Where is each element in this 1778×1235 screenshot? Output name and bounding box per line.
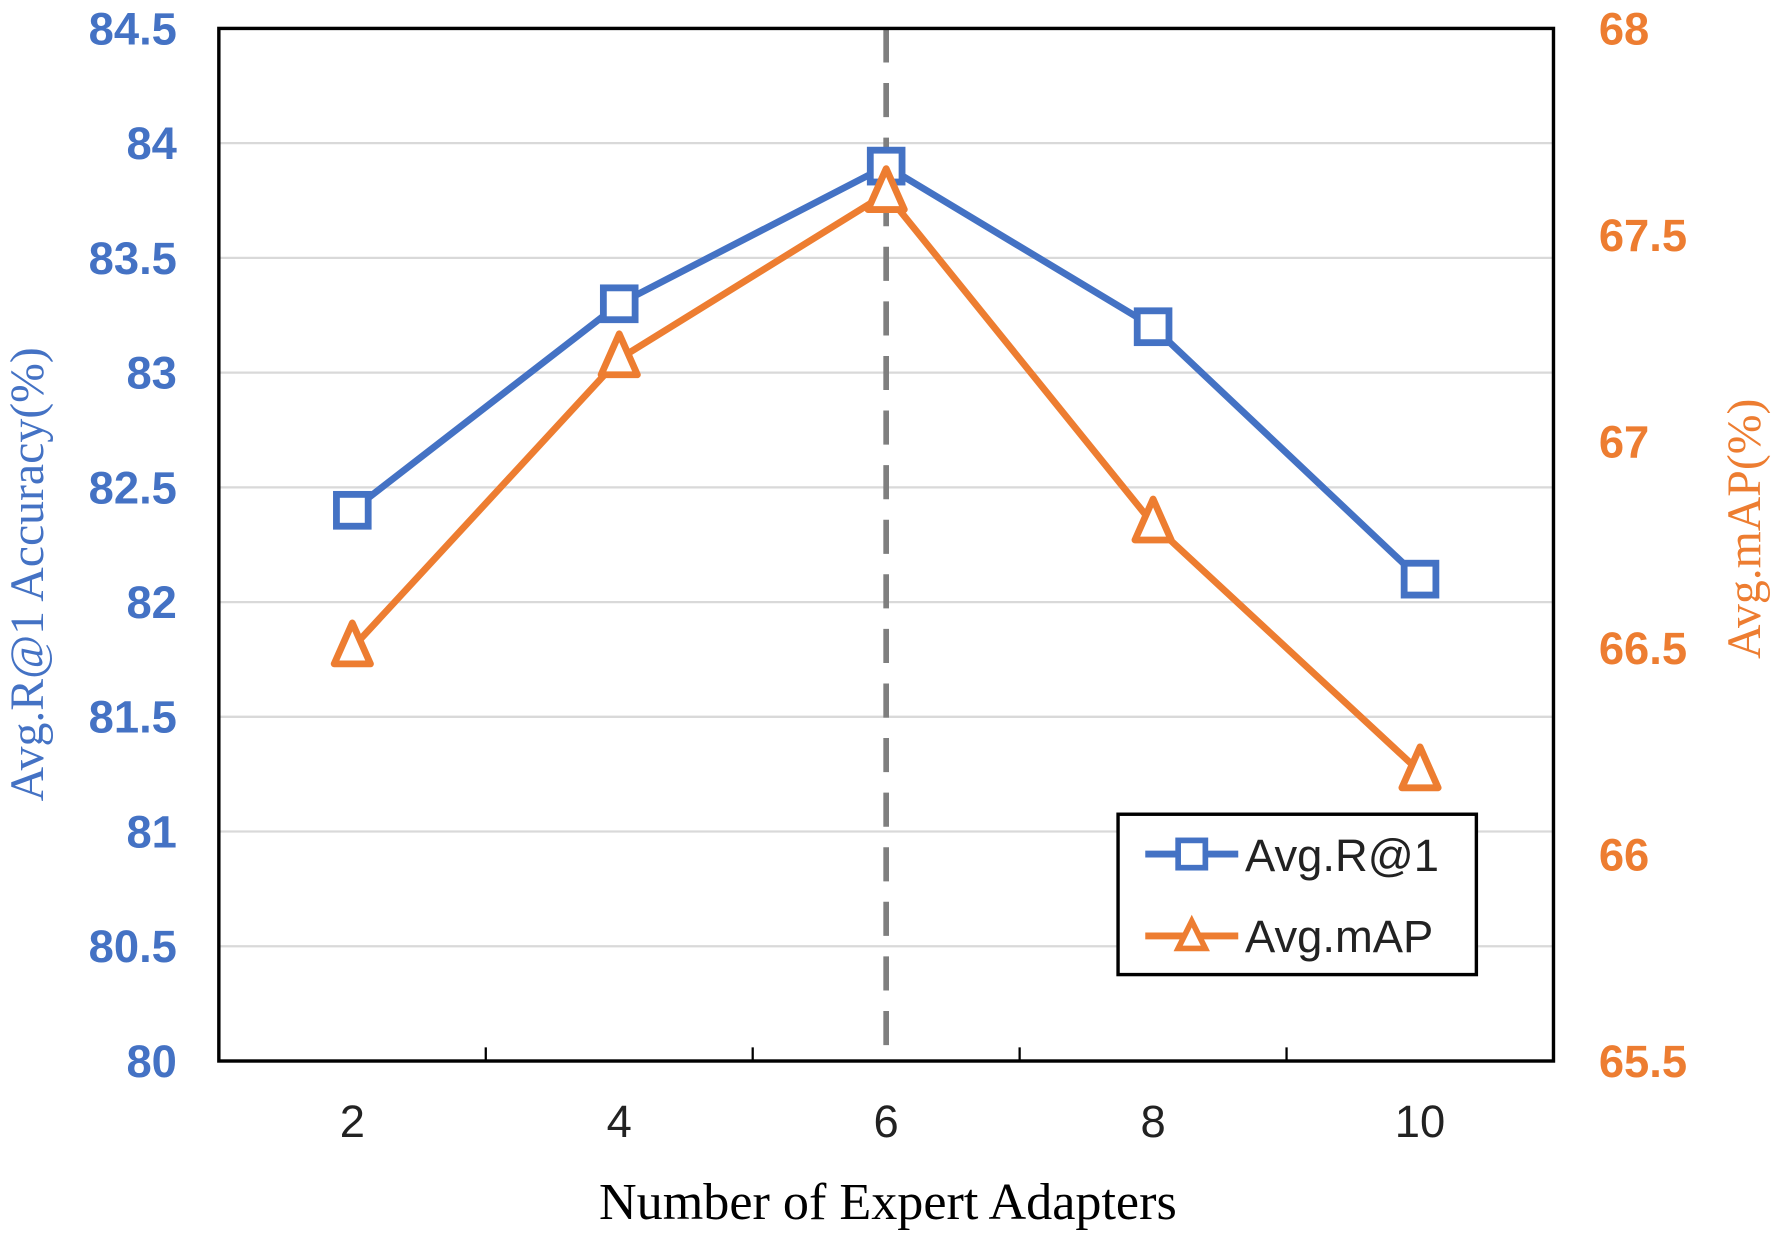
- x-tick-label: 6: [874, 1096, 899, 1147]
- x-tick-label: 10: [1395, 1096, 1445, 1147]
- x-tick-label: 8: [1140, 1096, 1165, 1147]
- y2-tick-label: 67: [1599, 416, 1649, 467]
- y-tick-label: 84: [126, 118, 177, 169]
- x-tick-label: 2: [340, 1096, 365, 1147]
- plot-frame: [217, 26, 1556, 1063]
- y2-tick-label: 65.5: [1599, 1036, 1687, 1087]
- y-tick-label: 84.5: [89, 3, 177, 54]
- data-point-square: [333, 490, 372, 530]
- y2-tick-label: 67.5: [1599, 210, 1687, 261]
- y-tick-label: 80: [126, 1036, 176, 1087]
- data-point-square: [1400, 559, 1440, 599]
- y-tick-label: 83: [126, 347, 176, 398]
- y2-axis-label: Avg.mAP(%): [1719, 399, 1771, 659]
- x-tick-label: 4: [607, 1096, 632, 1147]
- y2-tick-label: 66: [1599, 829, 1649, 880]
- y-tick-label: 80.5: [89, 921, 177, 972]
- data-point-triangle: [864, 165, 908, 213]
- legend-label-r1: Avg.R@1: [1245, 830, 1439, 881]
- y-tick-label: 81: [126, 806, 176, 857]
- y-axis-label: Avg.R@1 Accuracy(%): [2, 347, 54, 801]
- y-tick-label: 81.5: [89, 692, 177, 743]
- legend-square-icon: [1175, 837, 1209, 871]
- legend-label-map: Avg.mAP: [1245, 911, 1433, 962]
- data-point-square: [1133, 307, 1173, 347]
- data-point-triangle: [1131, 495, 1175, 544]
- y-tick-label: 83.5: [89, 233, 177, 284]
- y2-tick-label: 68: [1599, 3, 1649, 54]
- legend-triangle-icon: [1173, 914, 1210, 952]
- y-tick-label: 82: [126, 577, 176, 628]
- y2-tick-label: 66.5: [1599, 623, 1687, 674]
- legend: Avg.R@1 Avg.mAP: [1116, 812, 1479, 977]
- data-point-square: [599, 284, 639, 324]
- data-point-triangle: [330, 619, 374, 668]
- data-point-triangle: [1398, 743, 1442, 792]
- y-tick-label: 82.5: [89, 462, 177, 513]
- x-axis-label: Number of Expert Adapters: [599, 1173, 1177, 1231]
- data-point-triangle: [597, 330, 641, 379]
